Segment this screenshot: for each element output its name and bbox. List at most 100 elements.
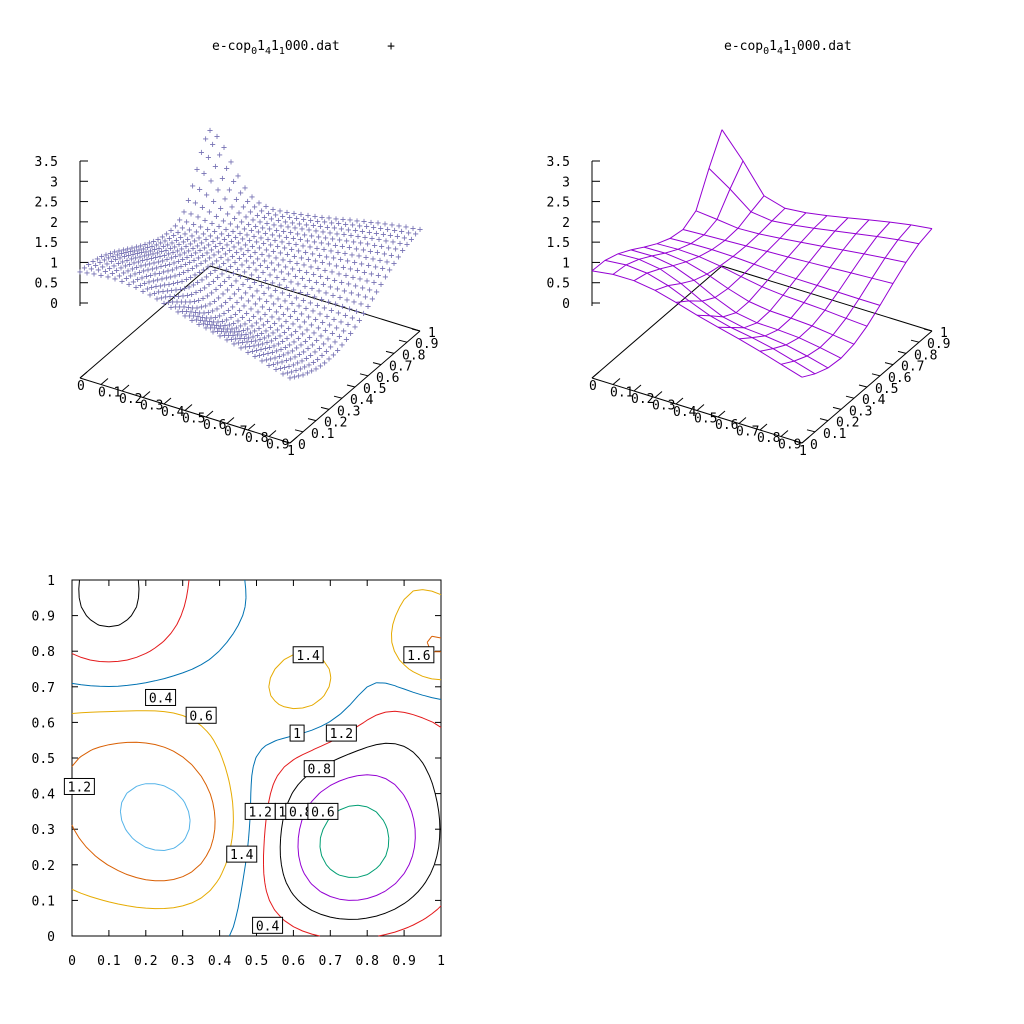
data-point: + bbox=[206, 240, 212, 251]
data-point: + bbox=[145, 243, 151, 254]
data-point: + bbox=[161, 250, 167, 261]
data-point: + bbox=[229, 324, 235, 335]
data-point: + bbox=[380, 229, 386, 240]
data-point: + bbox=[164, 286, 170, 297]
data-point: + bbox=[133, 242, 139, 253]
data-point: + bbox=[258, 281, 264, 292]
z-tick-label: 3.5 bbox=[547, 155, 570, 170]
data-point: + bbox=[103, 250, 109, 261]
data-point: + bbox=[214, 233, 220, 244]
data-point: + bbox=[143, 271, 149, 282]
data-point: + bbox=[123, 248, 129, 259]
data-point: + bbox=[318, 271, 324, 282]
data-point: + bbox=[214, 131, 220, 142]
data-point: + bbox=[280, 309, 286, 320]
data-point: + bbox=[186, 225, 192, 236]
data-point: + bbox=[116, 246, 122, 257]
legend-label: e-cop01411000.dat bbox=[724, 39, 852, 57]
data-point: + bbox=[264, 297, 270, 308]
data-point: + bbox=[297, 235, 303, 246]
data-point: + bbox=[283, 262, 289, 273]
data-point: + bbox=[391, 258, 397, 269]
data-point: + bbox=[312, 256, 318, 267]
data-point: + bbox=[302, 230, 308, 241]
data-point: + bbox=[257, 217, 263, 228]
data-point: + bbox=[207, 323, 213, 334]
data-point: + bbox=[225, 255, 231, 266]
data-point: + bbox=[262, 344, 268, 355]
data-point: + bbox=[315, 264, 321, 275]
data-point: + bbox=[267, 322, 273, 333]
data-point: + bbox=[264, 218, 270, 229]
data-point: + bbox=[348, 288, 354, 299]
data-point: + bbox=[286, 238, 292, 249]
data-point: + bbox=[250, 291, 256, 302]
data-point: + bbox=[224, 163, 230, 174]
data-point: + bbox=[172, 271, 178, 282]
data-point: + bbox=[239, 313, 245, 324]
data-point: + bbox=[163, 245, 169, 256]
data-point: + bbox=[208, 176, 214, 187]
y-tick bbox=[871, 373, 881, 377]
data-point: + bbox=[207, 231, 213, 242]
data-point: + bbox=[324, 252, 330, 263]
data-point: + bbox=[362, 233, 368, 244]
data-point: + bbox=[221, 235, 227, 246]
data-point: + bbox=[283, 356, 289, 367]
data-point: + bbox=[315, 216, 321, 227]
data-point: + bbox=[138, 241, 144, 252]
y-tick bbox=[398, 339, 408, 343]
y-tick-label: 0 bbox=[810, 438, 818, 453]
data-point: + bbox=[320, 317, 326, 328]
data-point: + bbox=[221, 309, 227, 320]
data-point: + bbox=[297, 364, 303, 375]
data-point: + bbox=[218, 321, 224, 332]
data-point: + bbox=[149, 283, 155, 294]
data-point: + bbox=[331, 314, 337, 325]
data-point: + bbox=[234, 248, 240, 259]
data-point: + bbox=[162, 280, 168, 291]
data-point: + bbox=[292, 352, 298, 363]
data-point: + bbox=[77, 267, 83, 278]
x-tick bbox=[780, 430, 789, 437]
data-point: + bbox=[129, 264, 135, 275]
data-point: + bbox=[332, 240, 338, 251]
data-point: + bbox=[278, 302, 284, 313]
data-point: + bbox=[174, 263, 180, 274]
data-point: + bbox=[279, 288, 285, 299]
data-point: + bbox=[350, 272, 356, 283]
data-point: + bbox=[231, 289, 237, 300]
data-point: + bbox=[234, 222, 240, 233]
data-point: + bbox=[182, 260, 188, 271]
data-point: + bbox=[400, 246, 406, 257]
data-point: + bbox=[215, 185, 221, 196]
data-point: + bbox=[241, 250, 247, 261]
data-point: + bbox=[372, 240, 378, 251]
data-point: + bbox=[325, 273, 331, 284]
data-point: + bbox=[177, 285, 183, 296]
data-point: + bbox=[273, 210, 279, 221]
data-point: + bbox=[116, 271, 122, 282]
data-point: + bbox=[335, 308, 341, 319]
data-point: + bbox=[304, 268, 310, 279]
data-point: + bbox=[370, 254, 376, 265]
data-point: + bbox=[99, 252, 105, 263]
data-point: + bbox=[299, 224, 305, 235]
data-point: + bbox=[301, 347, 307, 358]
data-point: + bbox=[332, 275, 338, 286]
data-point: + bbox=[133, 283, 139, 294]
data-point: + bbox=[285, 269, 291, 280]
data-point: + bbox=[295, 229, 301, 240]
contour-label-box bbox=[226, 845, 258, 863]
data-point: + bbox=[272, 236, 278, 247]
x-tick bbox=[142, 391, 151, 398]
data-point: + bbox=[194, 261, 200, 272]
data-point: + bbox=[228, 236, 234, 247]
x-tick bbox=[738, 417, 747, 424]
data-point: + bbox=[247, 341, 253, 352]
data-point: + bbox=[345, 256, 351, 267]
data-point: + bbox=[172, 302, 178, 313]
data-point: + bbox=[152, 245, 158, 256]
data-point: + bbox=[158, 238, 164, 249]
data-point: + bbox=[242, 267, 248, 278]
